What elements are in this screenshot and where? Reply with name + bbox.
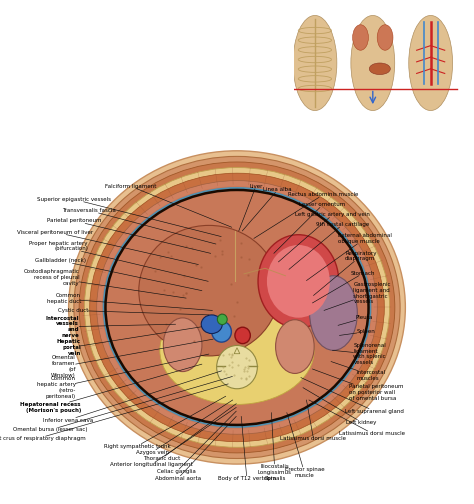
Text: Erector spinae
muscle: Erector spinae muscle — [284, 413, 324, 478]
Ellipse shape — [409, 16, 453, 110]
Text: Omental bursa (lesser sac): Omental bursa (lesser sac) — [13, 376, 232, 432]
Text: Omental
foramen
(of
Winslow): Omental foramen (of Winslow) — [51, 339, 213, 377]
Text: Respiratory
diaphragm: Respiratory diaphragm — [313, 250, 376, 295]
Ellipse shape — [369, 63, 390, 75]
Text: 9th costal cartilage: 9th costal cartilage — [289, 222, 369, 270]
Text: Splenorenal
ligament
with splenic
vessels: Splenorenal ligament with splenic vessel… — [332, 343, 386, 365]
Ellipse shape — [164, 318, 202, 371]
Ellipse shape — [90, 173, 384, 442]
Text: Common
hepatic duct: Common hepatic duct — [46, 293, 212, 310]
Ellipse shape — [258, 235, 339, 328]
Text: Latissimus dorsi muscle: Latissimus dorsi muscle — [281, 400, 346, 441]
Ellipse shape — [353, 25, 368, 50]
Text: Cystic duct: Cystic duct — [57, 308, 209, 315]
Text: Abdominal aorta: Abdominal aorta — [155, 416, 237, 481]
Text: Linea alba: Linea alba — [242, 187, 292, 231]
Ellipse shape — [201, 315, 222, 334]
Ellipse shape — [218, 314, 227, 325]
Ellipse shape — [310, 276, 357, 350]
Text: Hepatorenal recess
(Morison's pouch): Hepatorenal recess (Morison's pouch) — [20, 364, 202, 413]
Text: Proper hepatic artery
(bifurcation): Proper hepatic artery (bifurcation) — [29, 240, 208, 281]
Text: Falciform ligament: Falciform ligament — [105, 184, 232, 227]
Text: Left kidney: Left kidney — [303, 388, 377, 425]
Text: Iliocostalis
Longissimus
Spinalis: Iliocostalis Longissimus Spinalis — [258, 413, 292, 481]
Text: Parietal peritoneum: Parietal peritoneum — [47, 218, 210, 254]
Text: Intercostal
muscles: Intercostal muscles — [331, 361, 386, 381]
Ellipse shape — [377, 25, 393, 50]
Text: Gastrosplenic
ligament and
short gastric
vessels: Gastrosplenic ligament and short gastric… — [324, 282, 391, 310]
Text: Spleen: Spleen — [339, 329, 376, 336]
Ellipse shape — [267, 245, 330, 318]
Ellipse shape — [102, 186, 372, 428]
Ellipse shape — [293, 16, 337, 110]
Text: Stomach: Stomach — [312, 271, 375, 303]
Text: Left gastric artery and vein: Left gastric artery and vein — [278, 213, 370, 262]
Text: Left suprarenal gland: Left suprarenal gland — [301, 377, 404, 414]
Text: Anterior longitudinal ligament: Anterior longitudinal ligament — [110, 407, 237, 467]
Text: Parietal peritoneum
on posterior wall
of omental bursa: Parietal peritoneum on posterior wall of… — [312, 369, 403, 401]
Text: Common
hepatic artery
(retro-
peritoneal): Common hepatic artery (retro- peritoneal… — [36, 354, 209, 399]
Text: Rectus abdominis muscle: Rectus abdominis muscle — [254, 193, 358, 238]
Ellipse shape — [217, 345, 257, 389]
Text: Gallbladder (neck): Gallbladder (neck) — [35, 259, 202, 291]
Ellipse shape — [84, 167, 390, 448]
Ellipse shape — [97, 180, 377, 434]
Ellipse shape — [79, 162, 395, 453]
Text: Transversalis fascia: Transversalis fascia — [62, 208, 216, 244]
Text: Right sympathetic trunk: Right sympathetic trunk — [104, 396, 226, 449]
Ellipse shape — [74, 156, 400, 459]
Text: Celiac ganglia: Celiac ganglia — [157, 411, 237, 474]
Text: Body of T12 vertebra: Body of T12 vertebra — [218, 416, 276, 481]
Text: Thoracic duct: Thoracic duct — [143, 404, 237, 461]
Ellipse shape — [235, 327, 250, 344]
Text: External abdominal
oblique muscle: External abdominal oblique muscle — [307, 233, 392, 281]
Ellipse shape — [275, 320, 314, 373]
Text: Costodiaphragmatic
recess of pleural
cavity: Costodiaphragmatic recess of pleural cav… — [23, 269, 186, 298]
Text: Intercostal
vessels
and
nerve: Intercostal vessels and nerve — [46, 316, 175, 338]
Text: Visceral peritoneum of liver: Visceral peritoneum of liver — [17, 230, 199, 265]
Ellipse shape — [69, 151, 405, 464]
Ellipse shape — [212, 321, 231, 342]
Text: Latissimus dorsi muscle: Latissimus dorsi muscle — [309, 400, 405, 436]
Ellipse shape — [351, 16, 395, 110]
Text: Pleura: Pleura — [338, 316, 373, 326]
Polygon shape — [234, 348, 240, 354]
Text: Hepatic
portal
vein: Hepatic portal vein — [57, 327, 201, 356]
Ellipse shape — [160, 296, 314, 404]
Text: Azygos vein: Azygos vein — [136, 400, 233, 455]
Text: Inferior vena cava: Inferior vena cava — [43, 371, 221, 422]
Text: Superior epigastric vessels: Superior epigastric vessels — [36, 197, 221, 236]
Ellipse shape — [139, 225, 279, 356]
Text: Liver: Liver — [239, 184, 263, 231]
Text: Lesser omentum: Lesser omentum — [274, 203, 346, 254]
Text: Right crus of respiratory diaphragm: Right crus of respiratory diaphragm — [0, 384, 228, 441]
